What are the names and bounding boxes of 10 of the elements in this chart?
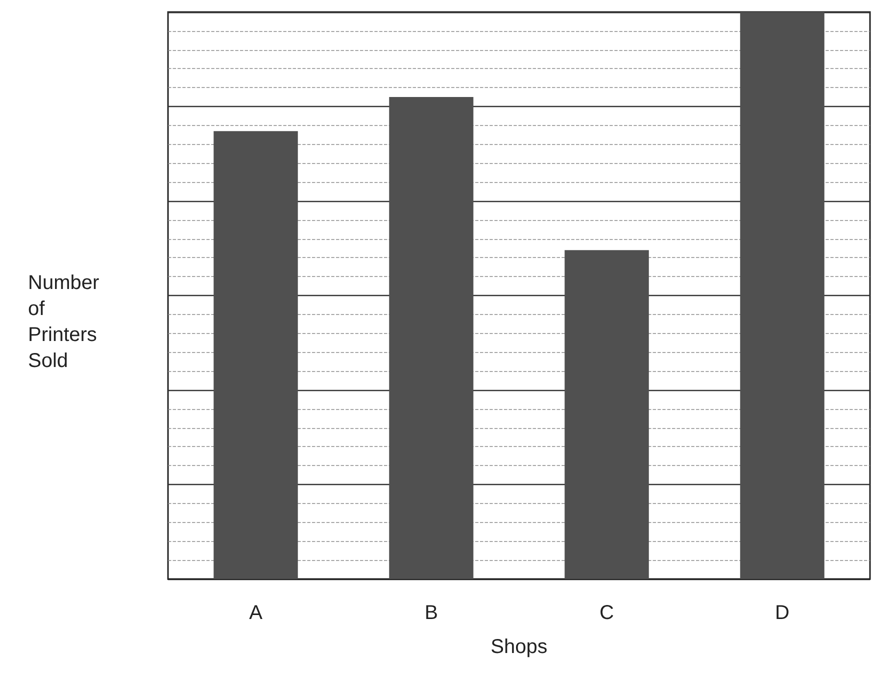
bar bbox=[740, 12, 824, 579]
bar bbox=[564, 250, 649, 579]
y-axis-title: Number of Printers Sold bbox=[28, 272, 105, 372]
x-tick-label: A bbox=[249, 602, 264, 624]
x-tick-label: D bbox=[775, 602, 790, 624]
x-tick-label: C bbox=[600, 602, 614, 624]
bar bbox=[389, 97, 474, 579]
x-axis-title: Shops bbox=[490, 636, 548, 658]
x-tick-label: B bbox=[424, 602, 438, 624]
bar bbox=[214, 131, 298, 579]
